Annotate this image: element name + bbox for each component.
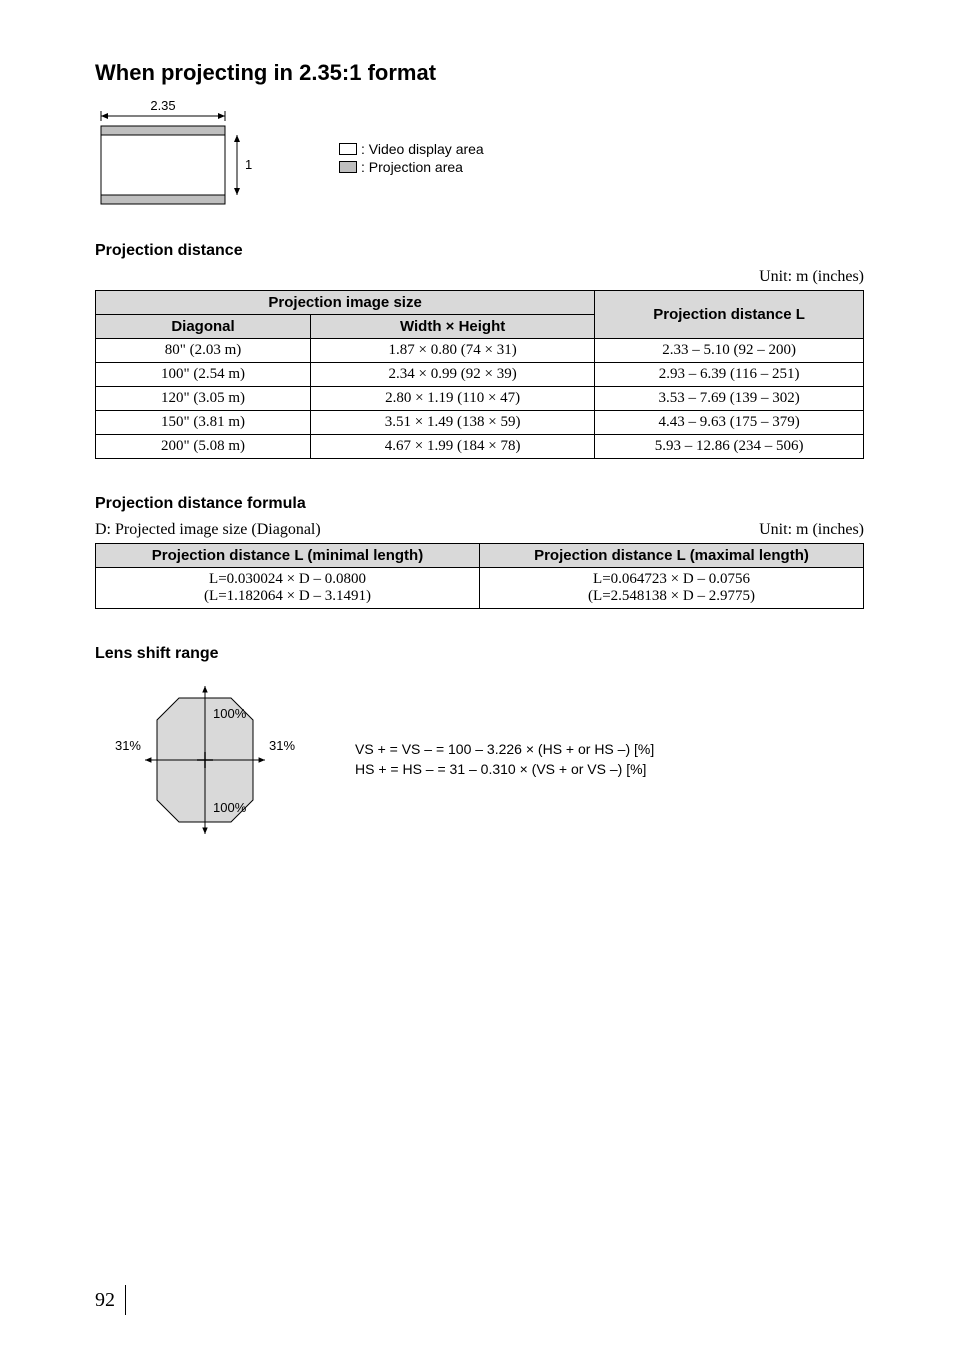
formula-description: D: Projected image size (Diagonal) (95, 521, 321, 539)
video-swatch (339, 143, 357, 155)
formula-min-line1: L=0.030024 × D – 0.0800 (102, 571, 473, 588)
formula-min-line2: (L=1.182064 × D – 3.1491) (102, 588, 473, 605)
table-cell: 1.87 × 0.80 (74 × 31) (311, 339, 595, 363)
table-cell: 4.43 – 9.63 (175 – 379) (595, 411, 864, 435)
legend-video-label: : Video display area (361, 141, 484, 157)
formula-max-line2: (L=2.548138 × D – 2.9775) (486, 588, 857, 605)
table-row: 80" (2.03 m)1.87 × 0.80 (74 × 31)2.33 – … (96, 339, 864, 363)
formula-min-cell: L=0.030024 × D – 0.0800 (L=1.182064 × D … (96, 568, 480, 609)
svg-text:2.35: 2.35 (150, 98, 175, 113)
table-row: 100" (2.54 m)2.34 × 0.99 (92 × 39)2.93 –… (96, 363, 864, 387)
lens-formulas: VS + = VS – = 100 – 3.226 × (HS + or HS … (355, 740, 654, 779)
aspect-legend: : Video display area : Projection area (339, 139, 484, 177)
formula-header-min: Projection distance L (minimal length) (96, 544, 480, 568)
table-cell: 2.93 – 6.39 (116 – 251) (595, 363, 864, 387)
table-cell: 200" (5.08 m) (96, 435, 311, 459)
pd-header-distance: Projection distance L (595, 291, 864, 339)
table-cell: 100" (2.54 m) (96, 363, 311, 387)
table-cell: 3.51 × 1.49 (138 × 59) (311, 411, 595, 435)
svg-text:100%: 100% (213, 706, 247, 721)
projection-distance-table: Projection image size Projection distanc… (95, 290, 864, 459)
table-cell: 5.93 – 12.86 (234 – 506) (595, 435, 864, 459)
table-cell: 150" (3.81 m) (96, 411, 311, 435)
aspect-ratio-diagram: 2.35 1 (95, 98, 315, 218)
section-lens-shift: Lens shift range (95, 645, 864, 663)
svg-text:31%: 31% (269, 738, 295, 753)
pd-header-diagonal: Diagonal (96, 315, 311, 339)
lens-shift-container: 100% 100% 31% 31% VS + = VS – = 100 – 3.226… (95, 675, 864, 845)
section-formula: Projection distance formula (95, 495, 864, 513)
formula-max-cell: L=0.064723 × D – 0.0756 (L=2.548138 × D … (480, 568, 864, 609)
table-cell: 2.34 × 0.99 (92 × 39) (311, 363, 595, 387)
unit-label-2: Unit: m (inches) (759, 521, 864, 539)
svg-text:31%: 31% (115, 738, 141, 753)
page-heading: When projecting in 2.35:1 format (95, 60, 864, 86)
table-cell: 3.53 – 7.69 (139 – 302) (595, 387, 864, 411)
pd-header-image-size: Projection image size (96, 291, 595, 315)
aspect-diagram-container: 2.35 1 : Video display area : Projection … (95, 98, 864, 218)
svg-text:100%: 100% (213, 800, 247, 815)
formula-header-max: Projection distance L (maximal length) (480, 544, 864, 568)
page-number: 92 (95, 1289, 126, 1312)
legend-video-row: : Video display area (339, 141, 484, 157)
table-cell: 80" (2.03 m) (96, 339, 311, 363)
table-row: 150" (3.81 m)3.51 × 1.49 (138 × 59)4.43 … (96, 411, 864, 435)
pd-header-wh: Width × Height (311, 315, 595, 339)
table-cell: 4.67 × 1.99 (184 × 78) (311, 435, 595, 459)
legend-projection-label: : Projection area (361, 159, 463, 175)
table-cell: 2.80 × 1.19 (110 × 47) (311, 387, 595, 411)
svg-text:1: 1 (245, 157, 252, 172)
unit-label-1: Unit: m (inches) (95, 268, 864, 286)
projection-swatch (339, 161, 357, 173)
legend-projection-row: : Projection area (339, 159, 484, 175)
formula-max-line1: L=0.064723 × D – 0.0756 (486, 571, 857, 588)
section-projection-distance: Projection distance (95, 242, 864, 260)
table-cell: 120" (3.05 m) (96, 387, 311, 411)
table-cell: 2.33 – 5.10 (92 – 200) (595, 339, 864, 363)
table-row: 200" (5.08 m)4.67 × 1.99 (184 × 78)5.93 … (96, 435, 864, 459)
lens-formula-line2: HS + = HS – = 31 – 0.310 × (VS + or VS –… (355, 760, 654, 780)
formula-table: Projection distance L (minimal length) P… (95, 543, 864, 609)
table-row: 120" (3.05 m)2.80 × 1.19 (110 × 47)3.53 … (96, 387, 864, 411)
lens-formula-line1: VS + = VS – = 100 – 3.226 × (HS + or HS … (355, 740, 654, 760)
formula-row: L=0.030024 × D – 0.0800 (L=1.182064 × D … (96, 568, 864, 609)
lens-shift-diagram: 100% 100% 31% 31% (95, 675, 295, 845)
